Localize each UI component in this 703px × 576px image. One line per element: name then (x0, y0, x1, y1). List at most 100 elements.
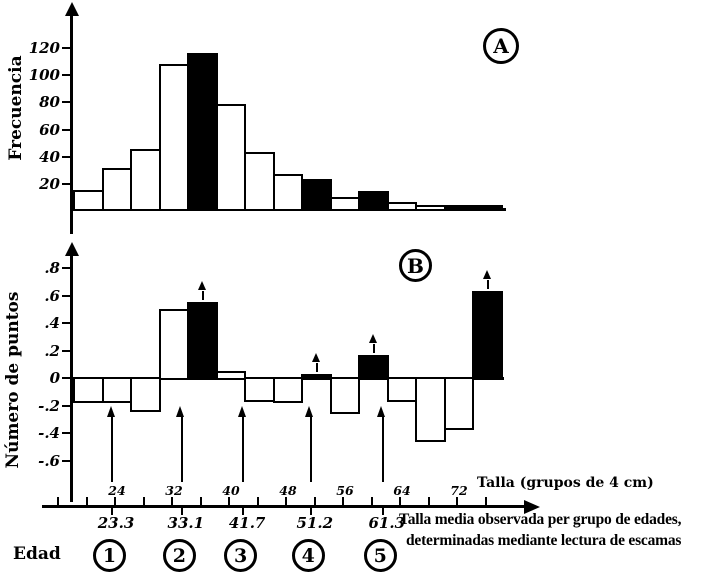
histogram-bar-b (272, 377, 304, 403)
mean-arrow-head-icon (176, 406, 185, 417)
x-axis-line (42, 505, 528, 508)
mean-arrow-stem (111, 417, 113, 482)
histogram-bar-a (244, 152, 275, 211)
panel-a-ytick-label: 120 (28, 39, 60, 57)
panel-a-ytick-label: 40 (39, 147, 60, 166)
mean-arrow-stem (180, 417, 183, 482)
histogram-bar-b (187, 302, 218, 380)
mean-arrow-head-icon (106, 406, 115, 417)
histogram-bar-a (472, 205, 503, 211)
x-axis-minor-tick (199, 497, 202, 505)
mean-arrow-head-icon (305, 406, 314, 417)
mean-arrow-stem (242, 417, 245, 482)
panel-b-badge: B (399, 249, 432, 282)
histogram-bar-b (443, 377, 475, 430)
histogram-bar-a (73, 190, 104, 211)
histogram-bar-a (101, 168, 133, 211)
panel-b-ytick-mark (62, 322, 70, 324)
panel-b-ytick-label: .4 (44, 314, 60, 332)
panel-b-ytick-mark (62, 404, 70, 407)
panel-b-ytick-label: .2 (44, 341, 60, 360)
caption-line-1: Talla media observada per grupo de edade… (399, 511, 682, 528)
histogram-bar-b (415, 377, 446, 442)
histogram-bar-a (215, 104, 247, 211)
x-axis-minor-tick (114, 497, 116, 505)
x-axis-mean-downtick (242, 508, 245, 515)
x-axis-mean-downtick (309, 508, 312, 515)
panel-b-ytick-mark (62, 267, 70, 269)
histogram-bar-a (386, 202, 418, 211)
x-axis-tick-label: 48 (279, 483, 297, 498)
histogram-bar-b (386, 377, 418, 402)
panel-a-ytick-label: 80 (39, 93, 60, 112)
mode-marker-arrow-icon (311, 353, 320, 362)
histogram-bar-b (358, 355, 389, 380)
histogram-bar-a (329, 197, 361, 211)
mode-marker-stem (486, 280, 489, 289)
histogram-bar-b (101, 377, 133, 403)
panel-a-ytick-mark (62, 128, 70, 131)
histogram-bar-b (158, 309, 190, 380)
panel-a-badge: A (483, 28, 519, 64)
panel-b-ytick-mark (62, 377, 70, 379)
mean-arrow-head-icon (237, 406, 246, 417)
x-axis-tick-label: 24 (108, 483, 126, 498)
mean-length-label: 23.3 (97, 514, 135, 532)
age-group-badge: 3 (224, 539, 258, 572)
caption-line-2: determinadas mediante lectura de escamas (406, 532, 682, 549)
x-axis-minor-tick (142, 497, 145, 505)
histogram-bar-b (329, 377, 361, 414)
mean-arrow-head-icon (377, 406, 386, 417)
histogram-bar-b (244, 377, 275, 402)
x-axis-minor-tick (256, 497, 259, 505)
mode-marker-stem (372, 344, 375, 353)
mode-marker-arrow-icon (368, 334, 377, 343)
panel-a-ytick-label: 20 (39, 174, 60, 193)
panel-a-ytick-mark (62, 101, 70, 104)
histogram-bar-b (472, 291, 503, 380)
x-axis-tick-label: 72 (450, 483, 468, 498)
mean-length-label: 33.1 (167, 514, 205, 532)
panel-b-ytick-label: -.4 (38, 424, 60, 442)
x-axis-arrowhead-icon (524, 499, 540, 514)
panel-a-y-axis-arrowhead-icon (64, 2, 79, 16)
x-axis-minor-tick (57, 497, 59, 505)
panel-b-ytick-mark (62, 294, 70, 297)
panel-b-ytick-label: -.6 (38, 451, 60, 470)
x-axis-minor-tick (370, 497, 373, 505)
age-group-badge: 5 (363, 539, 397, 572)
mode-marker-stem (315, 363, 318, 372)
x-axis-minor-tick (399, 497, 401, 505)
mode-marker-arrow-icon (482, 270, 491, 279)
mean-length-label: 41.7 (228, 514, 266, 532)
age-group-badge: 1 (93, 539, 126, 572)
histogram-bar-a (415, 205, 446, 211)
panel-b-ytick-mark (62, 459, 70, 462)
panel-b-y-axis-arrowhead-icon (64, 242, 79, 256)
histogram-bar-a (158, 64, 190, 211)
x-axis-mean-downtick (111, 508, 113, 515)
age-group-badge: 2 (162, 539, 196, 572)
x-axis-minor-tick (313, 497, 316, 505)
histogram-bar-b (73, 377, 104, 403)
histogram-bar-a (187, 53, 218, 211)
mean-length-label: 51.2 (296, 514, 334, 532)
mean-length-label: 61.3 (368, 514, 406, 532)
panel-a-ytick-label: 60 (39, 120, 60, 139)
x-axis-mean-downtick (381, 508, 384, 515)
age-axis-label: Edad (13, 544, 61, 564)
x-axis-label: Talla (grupos de 4 cm) (477, 475, 654, 491)
panel-a-ytick-mark (62, 182, 70, 185)
histogram-bar-a (272, 174, 304, 211)
histogram-bar-a (301, 179, 332, 211)
histogram-bar-a (130, 149, 161, 211)
histogram-bar-b (301, 374, 332, 380)
mode-marker-stem (201, 291, 204, 300)
x-axis-tick-label: 64 (393, 483, 411, 498)
x-axis-tick-label: 40 (222, 483, 240, 498)
panel-b-ytick-label: .6 (44, 286, 60, 305)
panel-b-ytick-label: -.2 (38, 396, 60, 415)
x-axis-minor-tick (342, 497, 344, 505)
panel-b-ytick-mark (62, 349, 70, 352)
